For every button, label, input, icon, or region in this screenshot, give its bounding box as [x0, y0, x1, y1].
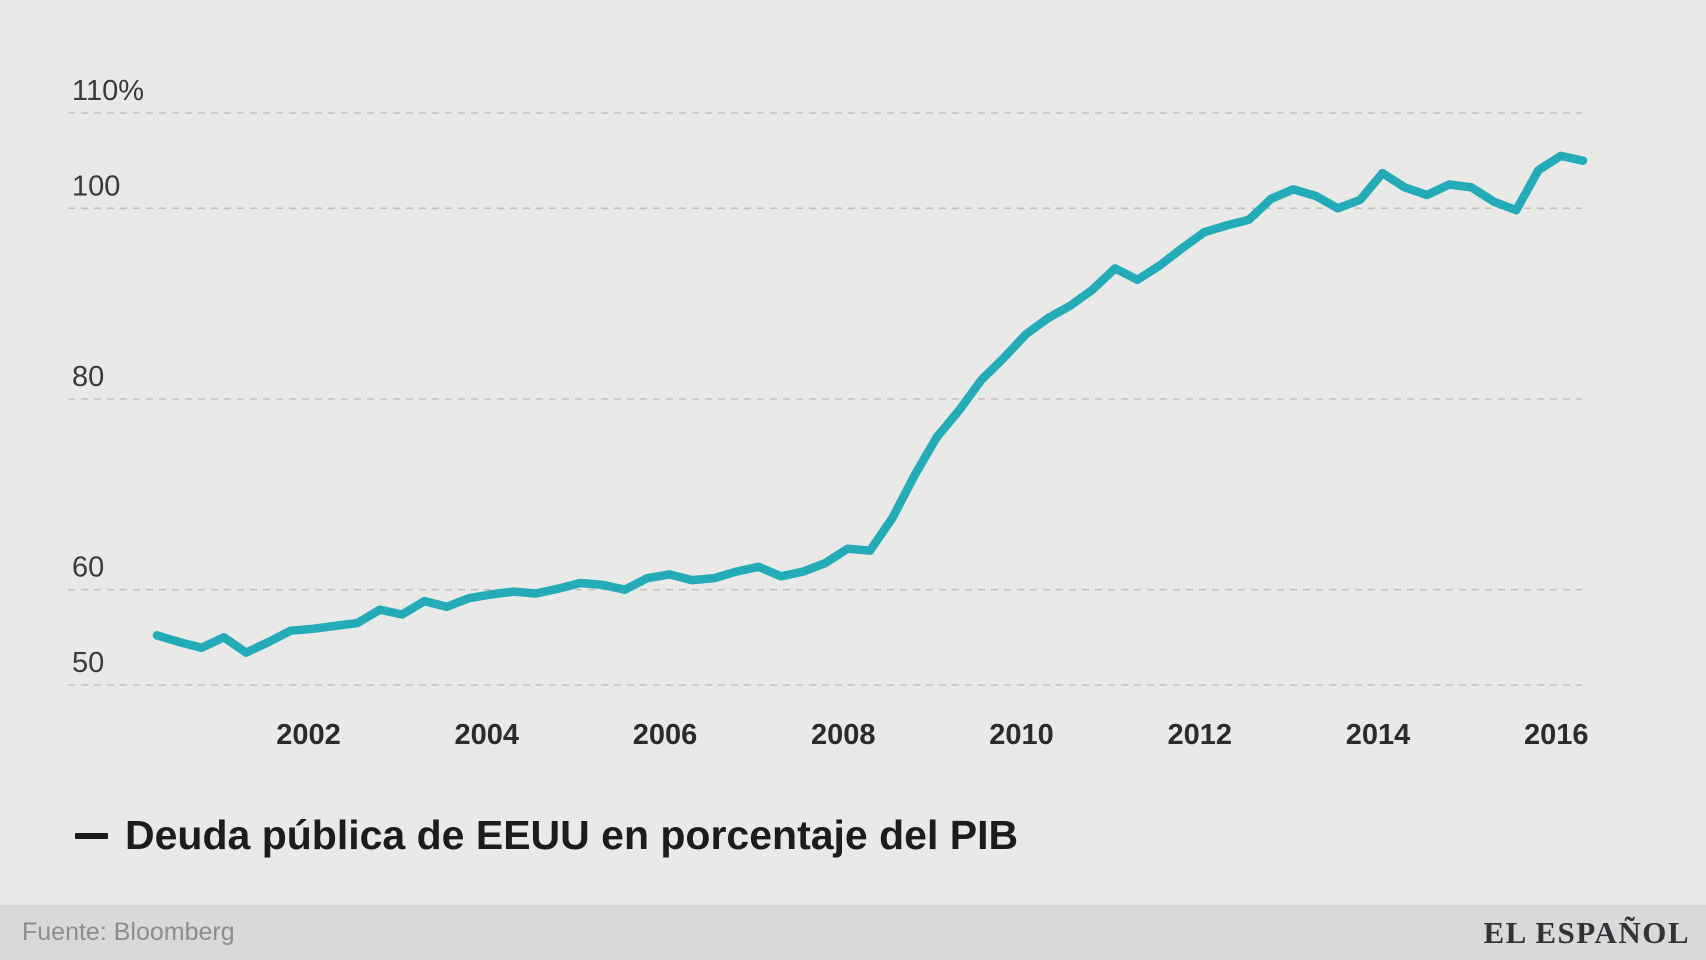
- x-axis-label-2014: 2014: [1346, 719, 1411, 751]
- legend-line-sample-icon: [75, 832, 108, 839]
- x-axis-label-2012: 2012: [1168, 719, 1233, 751]
- x-axis-label-2006: 2006: [633, 719, 698, 751]
- x-axis-label-2002: 2002: [276, 719, 341, 751]
- y-axis-label-110: 110%: [72, 75, 144, 107]
- source-credit: Fuente: Bloomberg: [22, 918, 235, 946]
- legend-label: Deuda pública de EEUU en porcentaje del …: [125, 812, 1019, 858]
- debt-line-chart: 110% 100 80 60 50 2002 2004 2006 2008 2010 2012 201…: [68, 75, 1589, 751]
- y-axis-label-60: 60: [72, 552, 104, 584]
- y-axis-label-100: 100: [72, 170, 120, 202]
- footer-bar: Fuente: Bloomberg EL ESPAÑOL: [0, 905, 1706, 960]
- y-axis-label-50: 50: [72, 647, 104, 679]
- x-axis-label-2004: 2004: [455, 719, 520, 751]
- el-espanol-logo: EL ESPAÑOL: [1483, 914, 1690, 950]
- legend: Deuda pública de EEUU en porcentaje del …: [75, 812, 1018, 859]
- x-axis-label-2008: 2008: [811, 719, 876, 751]
- x-axis-label-2010: 2010: [989, 719, 1054, 751]
- x-axis-label-2016: 2016: [1524, 719, 1589, 751]
- y-axis-label-80: 80: [72, 361, 104, 393]
- series-line-deuda-publica-eeuu: [152, 151, 1588, 657]
